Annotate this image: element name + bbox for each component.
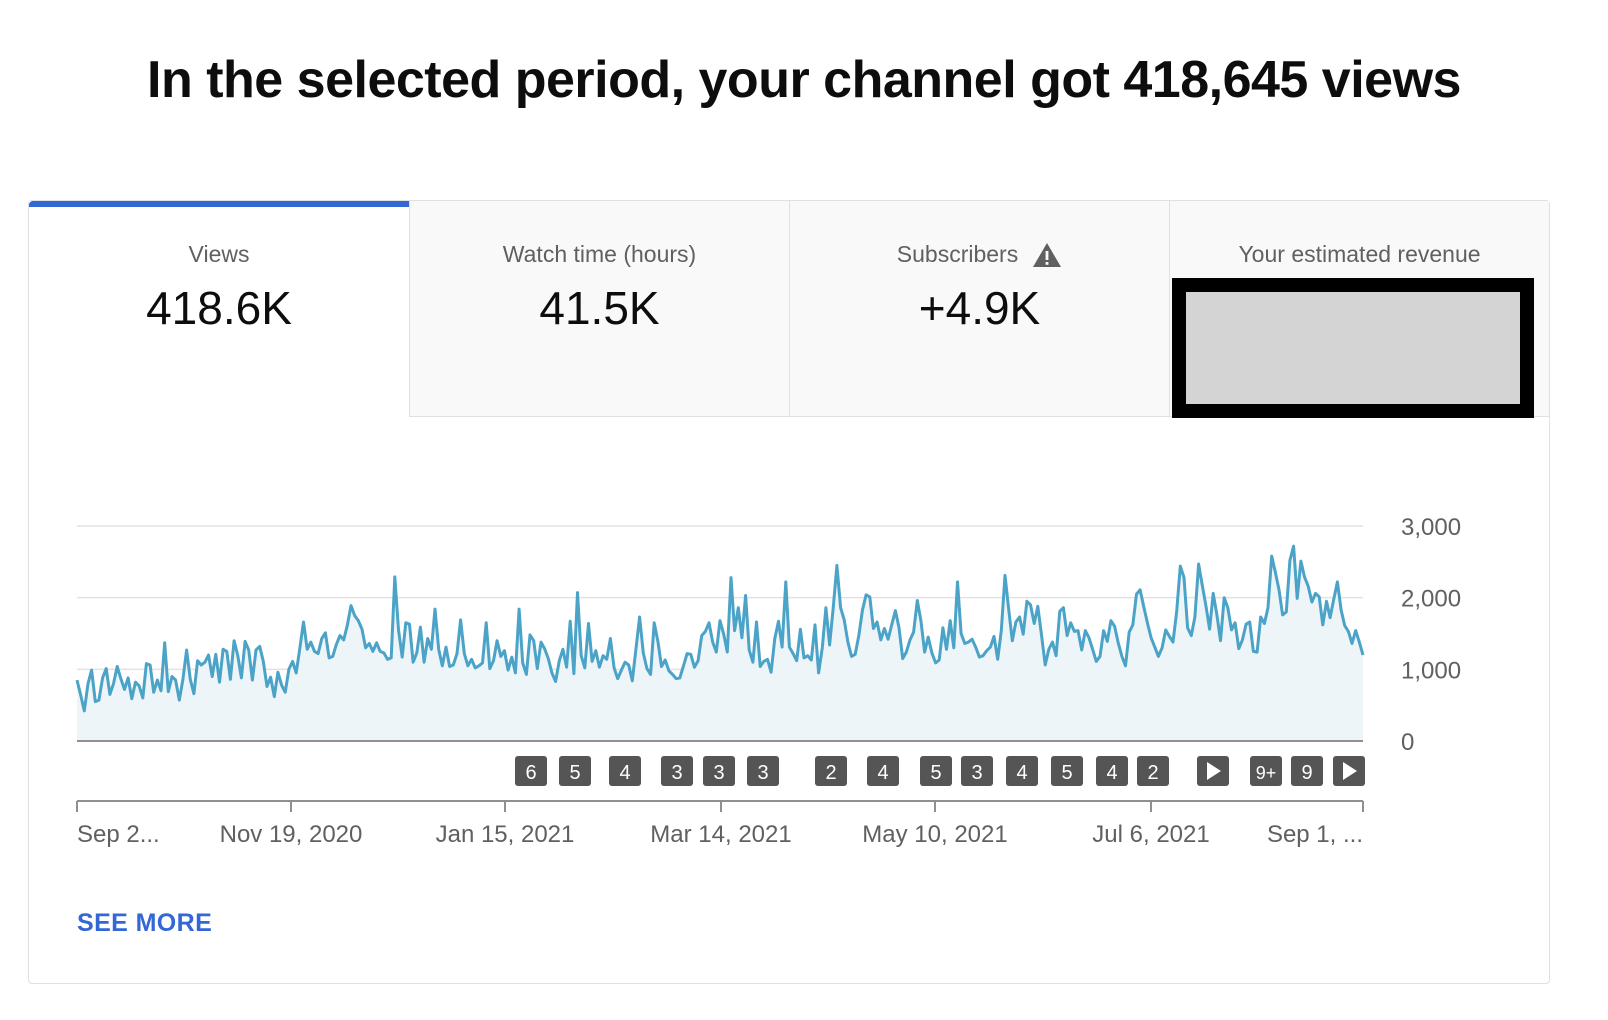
annotation-marker-label: 6 xyxy=(525,762,536,784)
annotation-marker-label: 4 xyxy=(1016,762,1027,784)
tab-subscribers-value: +4.9K xyxy=(918,282,1041,334)
x-tick-label: Jul 6, 2021 xyxy=(1092,821,1209,848)
x-tick-label: Jan 15, 2021 xyxy=(436,821,575,848)
x-tick-label: May 10, 2021 xyxy=(862,821,1007,848)
views-area-fill xyxy=(77,546,1363,741)
annotation-marker xyxy=(559,756,591,786)
views-line-chart: 3,000 2,000 1,000 0 6 5 4 3 3 3 2 4 5 3 4 5 4 2 9+ 9 Sep 2..… xyxy=(75,514,1461,848)
annotation-marker xyxy=(961,756,993,786)
annotation-marker-label: 4 xyxy=(877,762,888,784)
metric-tabs: Views 418.6K Watch time (hours) 41.5K Su… xyxy=(29,201,1549,418)
tab-watch-time[interactable]: Watch time (hours) 41.5K xyxy=(409,201,789,417)
annotation-marker-label: 4 xyxy=(619,762,630,784)
x-tick-label: Nov 19, 2020 xyxy=(220,821,363,848)
annotation-marker xyxy=(1096,756,1128,786)
annotation-marker-label: 3 xyxy=(971,762,982,784)
play-icon xyxy=(1207,762,1221,780)
annotation-marker-label: 9 xyxy=(1301,762,1312,784)
y-tick-label: 1,000 xyxy=(1401,657,1461,684)
annotation-marker xyxy=(515,756,547,786)
annotation-marker-label: 3 xyxy=(757,762,768,784)
x-tick-label: Sep 2... xyxy=(77,821,160,848)
tab-revenue-label: Your estimated revenue xyxy=(1238,241,1481,267)
x-tick-label: Mar 14, 2021 xyxy=(650,821,791,848)
annotation-marker-label: 2 xyxy=(1147,762,1158,784)
annotation-marker xyxy=(703,756,735,786)
see-more-link[interactable]: SEE MORE xyxy=(77,909,213,937)
tab-views-value: 418.6K xyxy=(146,282,292,334)
x-tick-label: Sep 1, ... xyxy=(1267,821,1363,848)
tab-subscribers[interactable]: Subscribers +4.9K xyxy=(789,201,1169,417)
tab-watch-time-value: 41.5K xyxy=(539,282,660,334)
annotation-marker xyxy=(1051,756,1083,786)
annotation-marker xyxy=(815,756,847,786)
views-series-line xyxy=(75,544,1365,713)
play-icon xyxy=(1343,762,1357,780)
annotation-marker xyxy=(1291,756,1323,786)
annotation-marker-label: 5 xyxy=(930,762,941,784)
annotation-marker xyxy=(609,756,641,786)
annotation-marker xyxy=(661,756,693,786)
tab-subscribers-label: Subscribers xyxy=(790,241,1169,268)
annotation-marker xyxy=(920,756,952,786)
analytics-card: Views 418.6K Watch time (hours) 41.5K Su… xyxy=(28,200,1550,984)
annotation-marker-label: 5 xyxy=(1061,762,1072,784)
tab-estimated-revenue[interactable]: Your estimated revenue xyxy=(1169,201,1549,418)
annotation-marker-label: 5 xyxy=(569,762,580,784)
y-tick-label: 2,000 xyxy=(1401,586,1461,613)
warning-icon[interactable] xyxy=(1032,242,1062,268)
annotation-marker xyxy=(1006,756,1038,786)
annotation-marker xyxy=(867,756,899,786)
tab-watch-time-label: Watch time (hours) xyxy=(502,241,697,267)
annotation-marker-label: 3 xyxy=(713,762,724,784)
annotation-marker-label: 2 xyxy=(825,762,836,784)
y-tick-label: 3,000 xyxy=(1401,514,1461,541)
page-headline: In the selected period, your channel got… xyxy=(147,51,1461,109)
annotation-marker-label: 9+ xyxy=(1256,763,1277,783)
y-tick-label: 0 xyxy=(1401,729,1414,756)
annotation-marker xyxy=(1250,756,1282,786)
annotation-marker-label: 4 xyxy=(1106,762,1117,784)
annotation-marker-label: 3 xyxy=(671,762,682,784)
annotation-marker xyxy=(747,756,779,786)
redacted-revenue-box xyxy=(1172,278,1534,418)
annotation-marker xyxy=(1137,756,1169,786)
tab-views-label: Views xyxy=(188,241,250,267)
tab-views[interactable]: Views 418.6K xyxy=(29,201,409,417)
